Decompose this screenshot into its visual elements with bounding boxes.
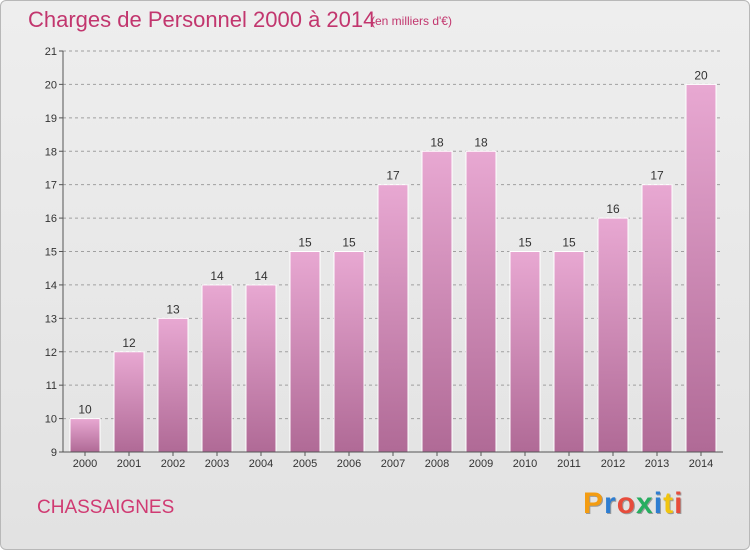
- y-tick-label: 14: [45, 280, 57, 292]
- bar: [553, 251, 585, 453]
- data-label: 13: [166, 302, 180, 316]
- x-tick-label: 2006: [337, 458, 361, 470]
- bar: [509, 251, 541, 453]
- axis-layer: 9 10 11 12 13 14 15 16 17 18 19 20 21 2000 2001 2002 200…: [45, 46, 723, 470]
- x-tick-label: 2007: [381, 458, 405, 470]
- commune-name: CHASSAIGNES: [37, 497, 175, 518]
- chart-subtitle: (en milliers d'€): [371, 14, 452, 28]
- x-tick-label: 2008: [425, 458, 449, 470]
- x-tick-label: 2010: [513, 458, 537, 470]
- x-tick-label: 2001: [117, 458, 141, 470]
- y-tick-label: 15: [45, 247, 57, 259]
- data-label: 17: [650, 169, 664, 183]
- logo-letter: i: [653, 487, 664, 520]
- x-tick-label: 2003: [205, 458, 229, 470]
- y-tick-label: 11: [46, 380, 57, 392]
- bar: [597, 217, 629, 453]
- data-label: 15: [562, 236, 576, 250]
- bar: [333, 251, 365, 453]
- bar: [201, 284, 233, 453]
- bar: [421, 150, 453, 453]
- x-tick-label: 2009: [469, 458, 493, 470]
- data-label: 10: [78, 403, 92, 417]
- y-tick-label: 12: [45, 347, 57, 359]
- data-label: 18: [430, 135, 444, 149]
- bar: [685, 83, 717, 453]
- data-label: 17: [386, 169, 400, 183]
- x-tick-label: 2004: [249, 458, 273, 470]
- logo-letter: o: [616, 487, 637, 520]
- x-tick-label: 2013: [645, 458, 669, 470]
- data-label: 12: [122, 336, 136, 350]
- bar: [641, 184, 673, 453]
- data-label: 18: [474, 135, 488, 149]
- data-label: 15: [518, 236, 532, 250]
- y-tick-label: 20: [45, 79, 57, 91]
- x-tick-label: 2011: [557, 458, 581, 470]
- proxiti-logo[interactable]: Proxiti: [583, 487, 683, 521]
- x-tick-label: 2000: [73, 458, 97, 470]
- data-label: 15: [298, 236, 312, 250]
- y-tick-label: 13: [45, 313, 57, 325]
- data-label: 14: [254, 269, 268, 283]
- y-tick-label: 18: [45, 146, 57, 158]
- bar: [113, 351, 145, 453]
- data-label: 15: [342, 236, 356, 250]
- logo-letter: i: [674, 487, 684, 520]
- y-tick-label: 19: [45, 113, 57, 125]
- x-tick-label: 2005: [293, 458, 317, 470]
- y-tick-label: 16: [45, 213, 57, 225]
- data-label: 14: [210, 269, 224, 283]
- data-label: 16: [606, 202, 620, 216]
- y-tick-label: 9: [51, 447, 57, 459]
- bar: [157, 317, 189, 453]
- bar: [69, 418, 101, 453]
- logo-letter: x: [636, 487, 654, 520]
- logo-letter: r: [604, 487, 617, 520]
- bar: [377, 184, 409, 453]
- chart-title: Charges de Personnel 2000 à 2014: [28, 7, 376, 32]
- y-tick-label: 21: [45, 46, 57, 58]
- bars-layer: 10 12 13 14 14 15 15 17 18 18 15 15 16 17 20: [69, 68, 717, 453]
- logo-letter: t: [663, 487, 675, 520]
- bar: [289, 251, 321, 453]
- x-tick-label: 2012: [601, 458, 625, 470]
- data-label: 20: [694, 68, 708, 82]
- y-tick-label: 17: [45, 180, 57, 192]
- bar: [245, 284, 277, 453]
- logo-letter: P: [583, 487, 605, 520]
- bar: [465, 150, 497, 453]
- x-tick-label: 2014: [689, 458, 713, 470]
- x-tick-label: 2002: [161, 458, 185, 470]
- y-tick-label: 10: [45, 414, 57, 426]
